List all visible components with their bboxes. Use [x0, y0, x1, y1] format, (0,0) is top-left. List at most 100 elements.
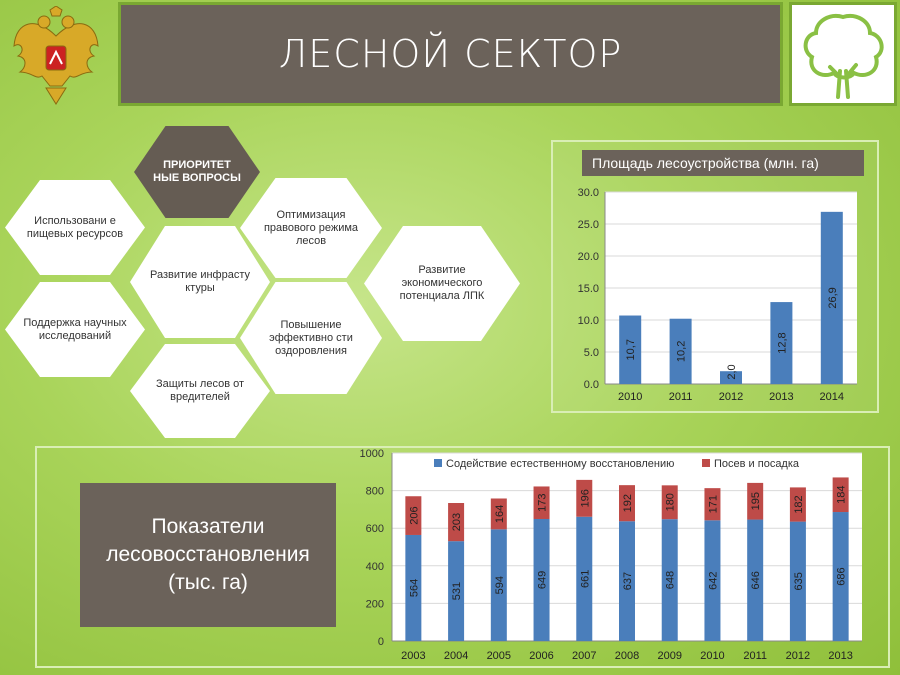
data-label: 649 [537, 571, 549, 589]
data-label: 635 [793, 572, 805, 590]
bar-segment [619, 485, 635, 522]
bar-segment [533, 518, 550, 641]
bar [619, 315, 642, 384]
y-tick-label: 400 [366, 561, 384, 573]
bar-segment [704, 520, 721, 641]
x-tick-label: 2004 [444, 650, 468, 662]
data-label: 637 [622, 572, 634, 590]
y-tick-label: 1000 [360, 448, 384, 460]
bar-segment [661, 519, 678, 641]
y-tick-label: 30.0 [578, 187, 599, 199]
bar [669, 318, 692, 384]
hex-priorities-center: ПРИОРИТЕТ НЫЕ ВОПРОСЫ [134, 126, 260, 218]
data-label: 648 [665, 571, 677, 589]
chart2-panel [35, 446, 890, 668]
data-label: 196 [579, 489, 591, 507]
bar-segment [704, 488, 721, 521]
bar-segment [576, 516, 593, 641]
bar-segment [490, 529, 507, 641]
coat-of-arms-icon [13, 6, 99, 105]
y-tick-label: 10.0 [578, 315, 599, 327]
x-tick-label: 2005 [487, 650, 511, 662]
y-tick-label: 0.0 [584, 379, 599, 391]
x-tick-label: 2009 [657, 650, 681, 662]
bar [720, 371, 742, 384]
bar-segment [405, 496, 422, 535]
data-label: 26,9 [827, 287, 839, 308]
bar-segment [789, 521, 806, 641]
reforestation-chart: 0 200 400 600 800 1000 Содействие естественном… [360, 448, 862, 662]
bar-segment [490, 498, 507, 530]
x-tick-label: 2013 [769, 391, 793, 403]
data-label: 642 [707, 571, 719, 589]
bar-segment [405, 534, 422, 641]
x-tick-label: 2013 [828, 650, 852, 662]
y-tick-label: 200 [366, 598, 384, 610]
data-label: 203 [451, 513, 463, 531]
page-title: ЛЕСНОЙ СЕКТОР [278, 32, 623, 76]
bar-segment [832, 512, 849, 641]
data-label: 564 [408, 579, 420, 597]
data-label: 180 [665, 493, 677, 511]
bar-segment [789, 487, 806, 522]
y-tick-label: 0 [378, 636, 384, 648]
data-label: 164 [494, 505, 506, 523]
bar-segment [661, 485, 678, 520]
data-label: 2,0 [726, 364, 738, 379]
x-tick-label: 2003 [401, 650, 425, 662]
x-tick-label: 2011 [669, 391, 693, 403]
data-label: 10,7 [625, 339, 637, 360]
x-tick-label: 2011 [743, 650, 767, 662]
data-label: 646 [750, 571, 762, 589]
data-label: 594 [494, 576, 506, 594]
bar [770, 302, 793, 384]
chart2-title: Показатели лесовосстановления (тыс. га) [80, 483, 336, 627]
x-tick-label: 2010 [618, 391, 642, 403]
bar-segment [747, 519, 764, 641]
legend-label: Содействие естественному восстановлению [446, 458, 674, 470]
y-tick-label: 15.0 [578, 283, 599, 295]
y-tick-label: 20.0 [578, 251, 599, 263]
bar-segment [448, 503, 465, 542]
hex-scientific-research: Поддержка научных исследований [5, 282, 145, 377]
x-tick-label: 2014 [820, 391, 844, 403]
data-label: 686 [836, 567, 848, 585]
data-label: 661 [579, 570, 591, 588]
y-tick-label: 800 [366, 486, 384, 498]
bar-segment [533, 486, 550, 519]
x-tick-label: 2007 [572, 650, 596, 662]
data-label: 531 [451, 582, 463, 600]
hex-legal-regime: Оптимизация правового режима лесов [240, 178, 382, 278]
bar-segment [832, 477, 849, 513]
x-tick-label: 2012 [719, 391, 743, 403]
x-tick-label: 2012 [786, 650, 810, 662]
data-label: 171 [707, 495, 719, 513]
hex-economic-potential: Развитие экономического потенциала ЛПК [364, 226, 520, 341]
hex-infrastructure: Развитие инфрасту ктуры [130, 226, 270, 338]
data-label: 173 [537, 494, 549, 512]
bar [820, 211, 843, 384]
data-label: 12,8 [776, 332, 788, 353]
legend-swatch [702, 459, 710, 467]
hex-food-resources: Использовани е пищевых ресурсов [5, 180, 145, 275]
data-label: 182 [793, 495, 805, 513]
bar-segment [576, 479, 593, 517]
y-tick-label: 25.0 [578, 219, 599, 231]
bar-segment [448, 541, 465, 641]
hex-pest-protection: Защиты лесов от вредителей [130, 344, 270, 438]
hex-health-efficiency: Повышение эффективно сти оздоровления [240, 282, 382, 394]
data-label: 10,2 [676, 341, 688, 362]
x-tick-label: 2008 [615, 650, 639, 662]
forest-survey-area-chart: 0.0 5.0 10.0 15.0 20.0 25.0 30.0 2010 10,7 2011 10… [578, 187, 857, 403]
chart1-title: Площадь лесоустройства (млн. га) [582, 150, 864, 176]
bar-segment [747, 482, 764, 520]
legend-swatch [434, 459, 442, 467]
data-label: 195 [750, 492, 762, 510]
tree-logo [789, 2, 897, 106]
y-tick-label: 600 [366, 523, 384, 535]
legend-label: Посев и посадка [714, 458, 800, 470]
tree-outline-icon [803, 14, 884, 99]
title-banner: ЛЕСНОЙ СЕКТОР [118, 2, 783, 106]
data-label: 184 [836, 486, 848, 504]
data-label: 206 [408, 506, 420, 524]
